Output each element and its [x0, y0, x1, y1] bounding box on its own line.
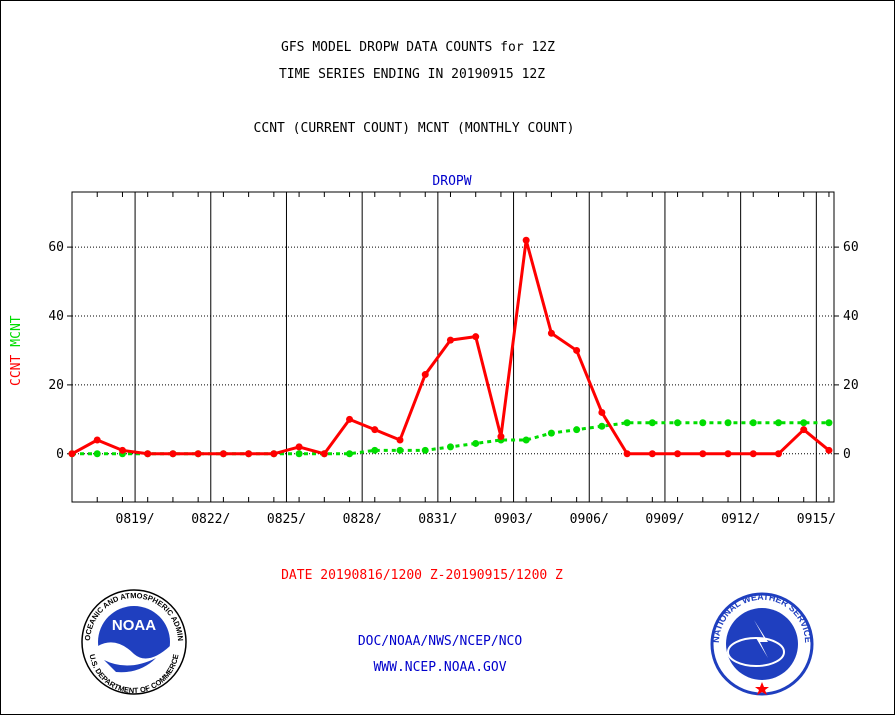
data-point-mcnt — [774, 419, 782, 427]
data-point-ccnt — [825, 446, 833, 454]
data-point-ccnt — [169, 450, 177, 458]
data-point-mcnt — [749, 419, 757, 427]
data-point-ccnt — [320, 450, 328, 458]
x-tick-label: 0903/ — [494, 512, 533, 527]
data-point-ccnt — [68, 450, 76, 458]
data-point-ccnt — [371, 426, 379, 434]
axes — [67, 191, 839, 503]
footer-url: WWW.NCEP.NOAA.GOV — [373, 660, 506, 675]
data-point-ccnt — [270, 450, 278, 458]
data-point-mcnt — [825, 419, 833, 427]
y-tick-label-right: 20 — [843, 378, 859, 393]
data-point-ccnt — [749, 450, 757, 458]
data-point-mcnt — [295, 450, 303, 458]
data-point-ccnt — [724, 450, 732, 458]
data-point-mcnt — [371, 446, 379, 454]
data-point-mcnt — [573, 426, 581, 434]
chart-subtitle: CCNT (CURRENT COUNT) MCNT (MONTHLY COUNT… — [254, 121, 575, 136]
y-tick-labels: 0 0 20 20 40 40 60 60 — [48, 240, 858, 462]
data-point-ccnt — [118, 446, 126, 454]
series-ccnt — [68, 236, 833, 458]
data-point-ccnt — [295, 443, 303, 451]
data-point-ccnt — [623, 450, 631, 458]
data-point-ccnt — [800, 426, 808, 434]
data-point-ccnt — [699, 450, 707, 458]
data-point-mcnt — [699, 419, 707, 427]
date-range-label: DATE 20190816/1200 Z-20190915/1200 Z — [281, 568, 563, 583]
noaa-logo: NOAA NATIONAL OCEANIC AND ATMOSPHERIC AD… — [81, 589, 187, 695]
noaa-logo-text: NOAA — [112, 617, 156, 634]
y-label-ccnt: CCNT — [9, 355, 24, 386]
data-point-mcnt — [623, 419, 631, 427]
data-point-ccnt — [396, 436, 404, 444]
y-tick-label-left: 60 — [48, 240, 64, 255]
data-point-mcnt — [396, 446, 404, 454]
data-point-mcnt — [346, 450, 354, 458]
x-tick-label: 0915/ — [797, 512, 836, 527]
data-point-ccnt — [774, 450, 782, 458]
x-tick-label: 0825/ — [267, 512, 306, 527]
y-tick-label-right: 0 — [843, 447, 851, 462]
data-point-ccnt — [648, 450, 656, 458]
x-tick-labels: 0819/0822/0825/0828/0831/0903/0906/0909/… — [116, 512, 836, 527]
data-point-ccnt — [93, 436, 101, 444]
y-tick-label-right: 40 — [843, 309, 859, 324]
y-tick-label-right: 60 — [843, 240, 859, 255]
data-point-ccnt — [144, 450, 152, 458]
data-point-mcnt — [446, 443, 454, 451]
y-axis-label: CCNT MCNT — [9, 315, 24, 386]
data-point-ccnt — [497, 433, 505, 441]
x-tick-label: 0819/ — [116, 512, 155, 527]
data-point-mcnt — [547, 429, 555, 437]
data-point-ccnt — [219, 450, 227, 458]
panel-title: DROPW — [432, 174, 471, 189]
chart-title-line1: GFS MODEL DROPW DATA COUNTS for 12Z — [281, 40, 555, 55]
chart-title-line2: TIME SERIES ENDING IN 20190915 12Z — [279, 67, 545, 82]
data-point-ccnt — [598, 408, 606, 416]
grid-lines — [72, 192, 834, 502]
nws-logo: NATIONAL WEATHER SERVICE — [710, 592, 814, 696]
plot-frame — [71, 191, 835, 503]
data-point-mcnt — [800, 419, 808, 427]
data-point-mcnt — [421, 446, 429, 454]
data-point-ccnt — [194, 450, 202, 458]
y-tick-label-left: 40 — [48, 309, 64, 324]
y-tick-label-left: 20 — [48, 378, 64, 393]
x-tick-label: 0831/ — [418, 512, 457, 527]
x-tick-label: 0906/ — [570, 512, 609, 527]
y-tick-label-left: 0 — [56, 447, 64, 462]
data-point-mcnt — [93, 450, 101, 458]
x-tick-label: 0822/ — [191, 512, 230, 527]
x-tick-label: 0909/ — [645, 512, 684, 527]
x-tick-label: 0828/ — [343, 512, 382, 527]
data-point-ccnt — [573, 346, 581, 354]
data-point-ccnt — [547, 329, 555, 337]
data-point-ccnt — [674, 450, 682, 458]
data-point-mcnt — [674, 419, 682, 427]
data-point-mcnt — [522, 436, 530, 444]
data-point-ccnt — [472, 333, 480, 341]
data-point-mcnt — [472, 439, 480, 447]
nws-star-icon — [755, 682, 769, 695]
data-point-ccnt — [446, 336, 454, 344]
y-label-mcnt: MCNT — [9, 315, 24, 346]
data-point-mcnt — [598, 422, 606, 430]
data-point-ccnt — [346, 415, 354, 423]
svg-text:CCNTMCNT: CCNT MCNT — [9, 315, 24, 386]
data-point-ccnt — [421, 371, 429, 379]
data-point-mcnt — [648, 419, 656, 427]
data-point-mcnt — [724, 419, 732, 427]
x-tick-label: 0912/ — [721, 512, 760, 527]
footer-org: DOC/NOAA/NWS/NCEP/NCO — [358, 634, 523, 649]
data-point-ccnt — [522, 236, 530, 244]
data-point-ccnt — [245, 450, 253, 458]
